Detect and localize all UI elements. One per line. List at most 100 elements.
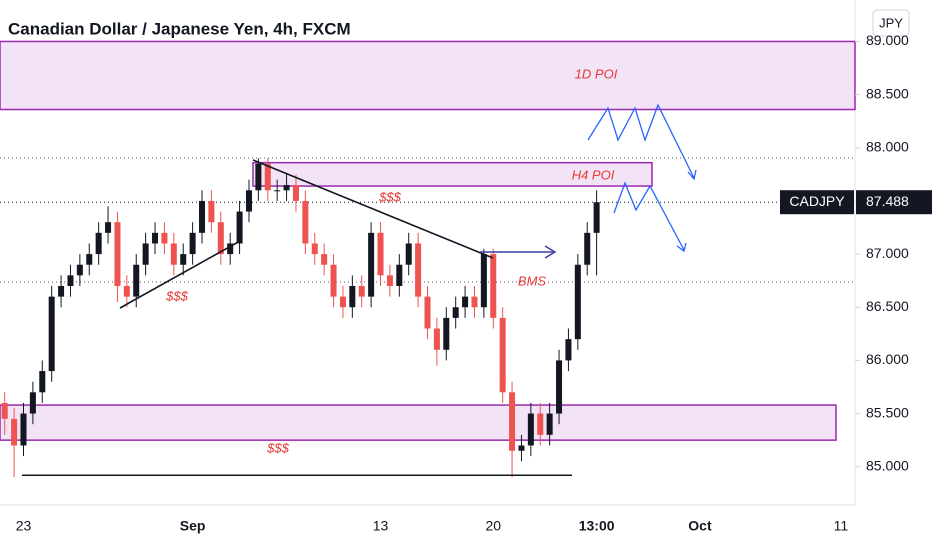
chart-title: Canadian Dollar / Japanese Yen, 4h, FXCM — [8, 19, 351, 38]
candle-body — [377, 232, 384, 276]
trendline — [252, 159, 494, 259]
candle-body — [142, 243, 149, 265]
x-tick-label: 23 — [16, 518, 32, 534]
candle-body — [264, 163, 271, 191]
annotation: $$$ — [378, 189, 401, 204]
candle-body — [424, 296, 431, 329]
candle-body — [283, 184, 290, 191]
candle-body — [161, 232, 168, 244]
candle-body — [584, 232, 591, 265]
y-tick-label: 89.000 — [866, 32, 909, 48]
y-tick-label: 88.000 — [866, 138, 909, 154]
x-tick-label: 11 — [834, 518, 849, 534]
price-axis — [855, 0, 932, 550]
candle-body — [76, 264, 83, 276]
price-tag — [856, 190, 932, 215]
symbol-tag — [780, 190, 854, 215]
candle-body — [574, 264, 581, 340]
candle-body — [208, 200, 215, 223]
candle-body — [48, 296, 55, 372]
x-tick-label: 13:00 — [579, 518, 615, 534]
candle-body — [565, 339, 572, 361]
candle-body — [546, 413, 553, 435]
x-tick-label: Sep — [180, 518, 206, 534]
candle-body — [292, 184, 299, 201]
zone — [252, 161, 653, 187]
candle-body — [396, 264, 403, 286]
candle-body — [518, 445, 525, 451]
candle-body — [339, 296, 346, 308]
last-price-label: 87.488 — [866, 193, 909, 209]
zone — [0, 40, 856, 111]
zone-label: 1D POI — [575, 66, 618, 81]
candle-body — [133, 264, 140, 297]
candle-body — [358, 285, 365, 297]
candle-body — [255, 163, 262, 191]
candle-body — [189, 232, 196, 255]
candle-body — [443, 317, 450, 350]
candle-body — [556, 360, 563, 414]
drawings — [119, 103, 697, 309]
projection-path — [613, 181, 685, 251]
candle-body — [405, 243, 412, 265]
candles — [1, 158, 600, 478]
candle-body — [368, 232, 375, 297]
candle-body — [152, 232, 159, 244]
candle-body — [123, 285, 130, 297]
candle-body — [114, 222, 121, 286]
candle-body — [20, 413, 27, 446]
zones: 1D POI H4 POI — [0, 40, 856, 441]
candle-body — [11, 418, 18, 446]
x-tick-label: Oct — [688, 518, 712, 534]
candle-body — [471, 296, 478, 308]
currency[interactable]: JPY — [879, 15, 903, 30]
symbol-label: CADJPY — [789, 193, 845, 209]
candle-body — [236, 211, 243, 244]
candle-body — [330, 264, 337, 297]
arrow-head — [544, 245, 557, 259]
y-tick-label: 88.500 — [866, 85, 909, 101]
candle-body — [490, 254, 497, 318]
candle-body — [302, 200, 309, 244]
zone — [0, 404, 837, 441]
candle-body — [227, 243, 234, 255]
candle-body — [105, 222, 112, 233]
candle-body — [499, 317, 506, 393]
candle-body — [180, 254, 187, 265]
candle-body — [415, 243, 422, 297]
candle-body — [480, 254, 487, 308]
candle-body — [537, 413, 544, 435]
candle-body — [86, 254, 93, 265]
annotation: BMS — [518, 273, 547, 288]
candle-body — [1, 402, 8, 419]
candle-body — [452, 307, 459, 318]
candle-body — [39, 371, 46, 393]
arrow-head — [676, 242, 687, 253]
y-tick-label: 86.000 — [866, 351, 909, 367]
projection-path — [587, 103, 695, 179]
trendline — [119, 240, 241, 309]
candle-body — [198, 200, 206, 233]
candle-body — [509, 392, 516, 451]
y-tick-label: 86.500 — [866, 298, 909, 314]
candle-body — [311, 243, 318, 255]
candle-body — [245, 190, 252, 212]
annotation: $$$ — [165, 288, 188, 303]
arrow-head — [687, 169, 697, 181]
candle-body — [386, 275, 393, 286]
candle-body — [593, 202, 600, 233]
y-tick-label: 85.000 — [866, 457, 909, 473]
candle-body — [433, 328, 440, 350]
candle-body — [527, 413, 534, 446]
x-tick-label: 20 — [485, 518, 501, 534]
candle-body — [462, 296, 469, 308]
y-tick-label: 85.500 — [866, 404, 909, 420]
candle-body — [274, 190, 281, 192]
candle-body — [58, 285, 65, 297]
candle-body — [67, 275, 74, 286]
background-layer — [0, 157, 855, 283]
candle-body — [349, 285, 356, 308]
candle-body — [217, 222, 224, 255]
currency-box[interactable] — [872, 9, 910, 37]
